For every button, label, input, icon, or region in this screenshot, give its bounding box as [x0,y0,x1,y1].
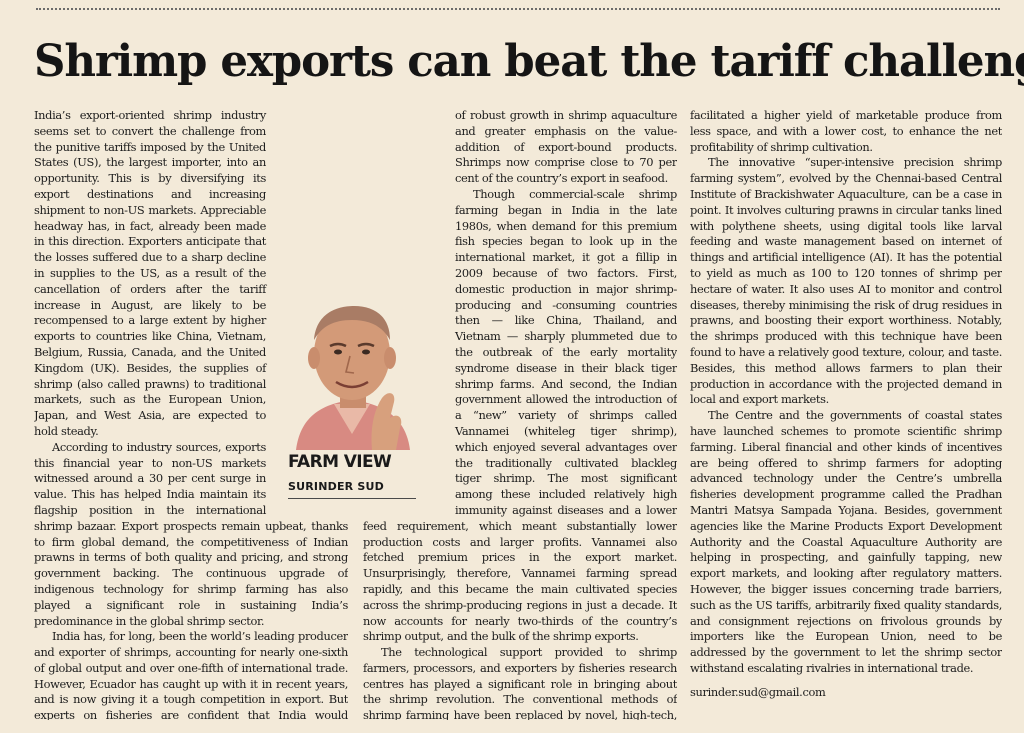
paragraph: According to industry sources, exports t… [34,439,348,628]
paragraph: of robust growth in shrimp aquaculture a… [455,108,677,186]
paragraph: The innovative “super-intensive precisio… [690,155,1002,407]
headline: Shrimp exports can beat the tariff chall… [34,36,1024,87]
top-dotted-rule [36,8,1000,10]
paragraph: The technological support provided to sh… [363,645,677,720]
article-column-1: India’s export-oriented shrimp industry … [34,108,348,720]
paragraph: facilitated a higher yield of marketable… [690,108,1002,154]
byline: SURINDER SUD [288,480,384,493]
paragraph: India’s export-oriented shrimp industry … [34,108,266,438]
paragraph: The Centre and the governments of coasta… [690,408,1002,675]
article-column-3: facilitated a higher yield of marketable… [690,108,1002,720]
byline-rule [288,498,416,499]
author-email: surinder.sud@gmail.com [690,684,826,699]
columnist-box: FARM VIEW SURINDER SUD [286,300,418,500]
paragraph: Though commercial-scale shrimp farming b… [363,186,677,644]
column-name: FARM VIEW [288,452,392,472]
paragraph: India has, for long, been the world’s le… [34,629,348,720]
article-column-2: of robust growth in shrimp aquaculture a… [363,108,677,720]
author-portrait [286,300,418,450]
